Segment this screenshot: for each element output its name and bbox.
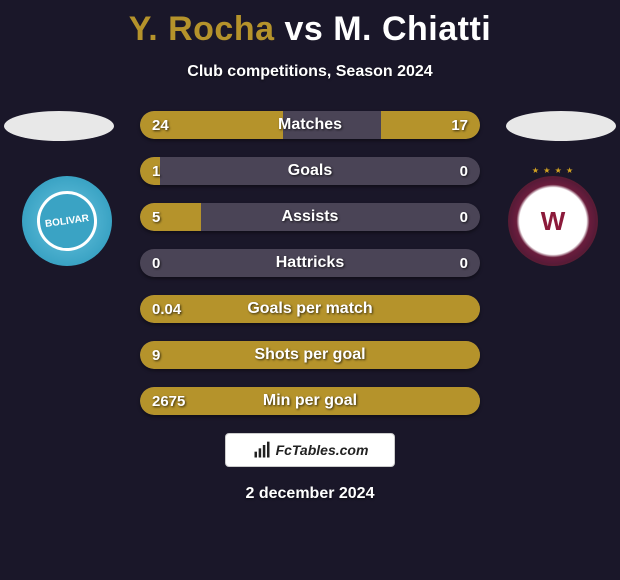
team-right-badge: ★ ★ ★ ★ W: [508, 176, 598, 266]
team-right-stars-icon: ★ ★ ★ ★: [532, 166, 574, 175]
page-title: Y. Rocha vs M. Chiatti: [0, 0, 620, 49]
stat-value-left: 24: [152, 117, 169, 134]
chart-icon: [252, 440, 272, 460]
title-player1: Y. Rocha: [129, 10, 275, 48]
stat-label: Matches: [140, 116, 480, 134]
stat-value-right: 0: [460, 209, 468, 226]
stat-value-left: 2675: [152, 393, 185, 410]
stat-label: Goals: [140, 162, 480, 180]
stat-rows: Matches2417Goals10Assists50Hattricks00Go…: [140, 111, 480, 415]
stat-label: Assists: [140, 208, 480, 226]
stat-row: Shots per goal9: [140, 341, 480, 369]
stat-row: Goals per match0.04: [140, 295, 480, 323]
stat-value-right: 17: [451, 117, 468, 134]
stat-value-left: 0: [152, 255, 160, 272]
title-vs: vs: [284, 10, 323, 48]
stat-value-right: 0: [460, 163, 468, 180]
stat-label: Hattricks: [140, 254, 480, 272]
stat-label: Shots per goal: [140, 346, 480, 364]
stat-row: Matches24 17: [140, 111, 480, 139]
footer-date: 2 december 2024: [0, 485, 620, 503]
team-left-badge: BOLIVAR: [22, 176, 112, 266]
source-site: FcTables.com: [276, 442, 369, 458]
stat-label: Min per goal: [140, 392, 480, 410]
comparison-area: BOLIVAR ★ ★ ★ ★ W Matches2417Goals10Assi…: [0, 111, 620, 415]
stat-row: Goals1 0: [140, 157, 480, 185]
stat-value-left: 9: [152, 347, 160, 364]
stat-row: Assists5 0: [140, 203, 480, 231]
player2-avatar-placeholder: [506, 111, 616, 141]
title-player2: M. Chiatti: [333, 10, 491, 48]
stat-value-left: 5: [152, 209, 160, 226]
subtitle: Club competitions, Season 2024: [0, 63, 620, 81]
team-left-badge-label: BOLIVAR: [33, 187, 101, 255]
stat-value-left: 1: [152, 163, 160, 180]
player1-avatar-placeholder: [4, 111, 114, 141]
source-badge: FcTables.com: [225, 433, 395, 467]
stat-row: Min per goal2675: [140, 387, 480, 415]
stat-value-left: 0.04: [152, 301, 181, 318]
team-right-badge-label: W: [525, 193, 581, 249]
stat-label: Goals per match: [140, 300, 480, 318]
stat-row: Hattricks0 0: [140, 249, 480, 277]
stat-value-right: 0: [460, 255, 468, 272]
